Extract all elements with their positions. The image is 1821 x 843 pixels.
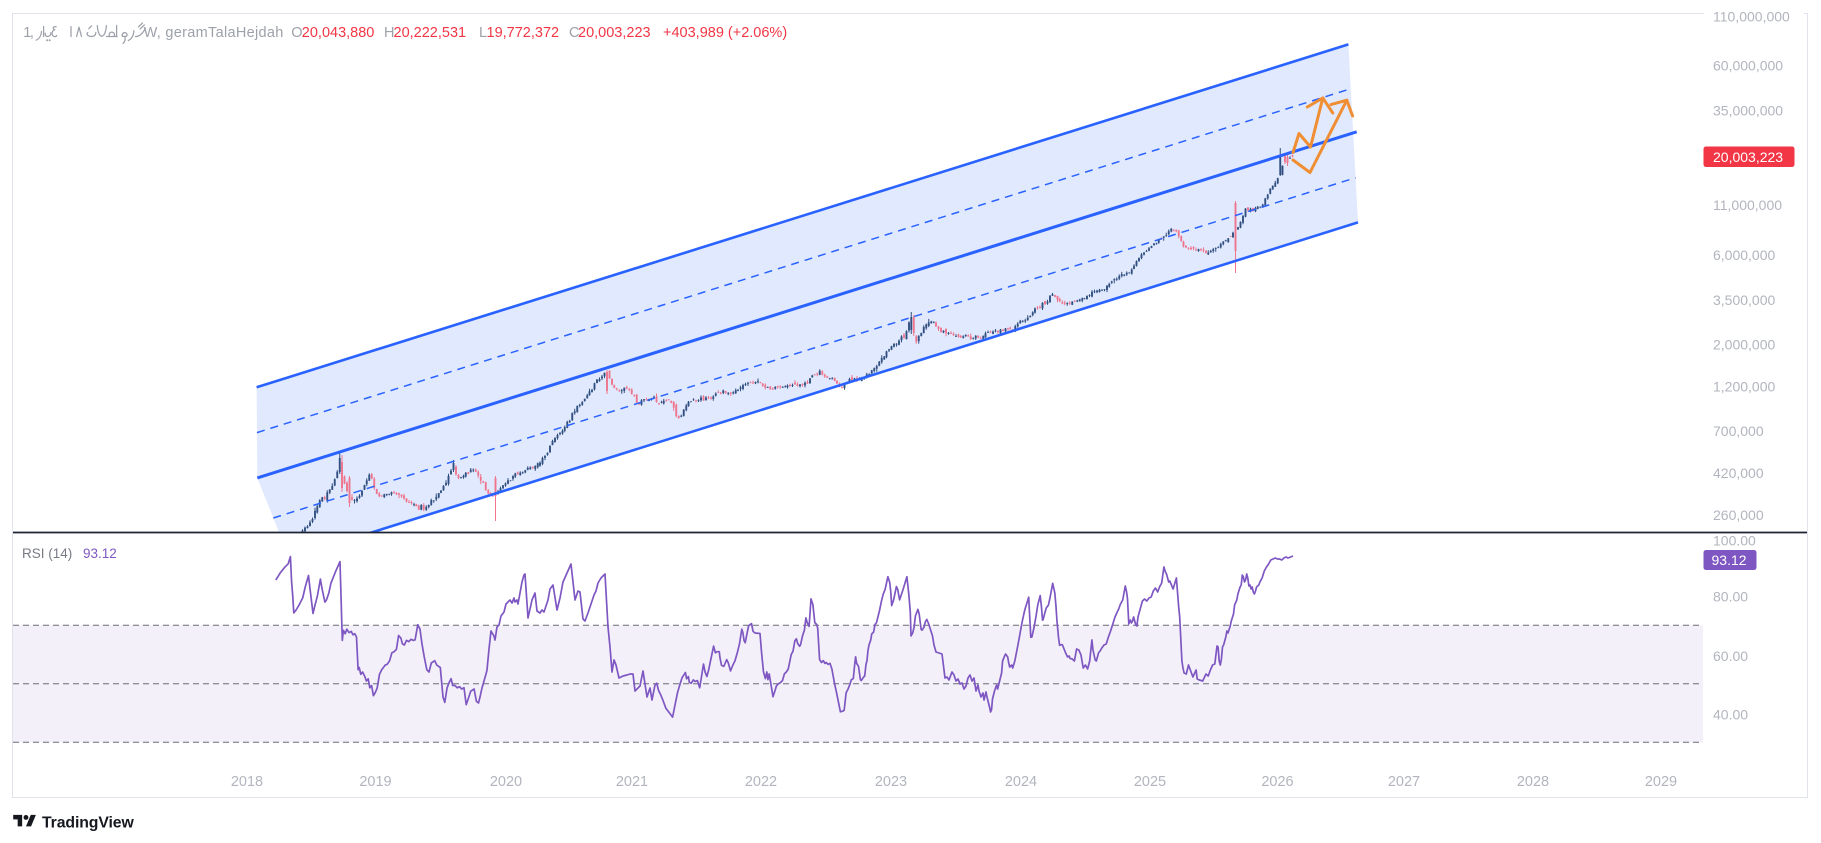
svg-text:C: C xyxy=(569,25,579,41)
svg-text:20,222,531: 20,222,531 xyxy=(394,25,467,41)
svg-text:2028: 2028 xyxy=(1517,774,1549,790)
svg-text:2018: 2018 xyxy=(231,774,263,790)
svg-text:2,000,000: 2,000,000 xyxy=(1713,337,1775,353)
svg-text:700,000: 700,000 xyxy=(1713,423,1764,439)
svg-text:60,000,000: 60,000,000 xyxy=(1713,58,1783,74)
svg-text:2023: 2023 xyxy=(875,774,907,790)
svg-text:40.00: 40.00 xyxy=(1713,707,1748,723)
svg-text:20,043,880: 20,043,880 xyxy=(302,25,375,41)
svg-text:6,000,000: 6,000,000 xyxy=(1713,247,1775,263)
svg-text:100.00: 100.00 xyxy=(1713,533,1756,549)
svg-text:420,000: 420,000 xyxy=(1713,465,1764,481)
svg-text:2029: 2029 xyxy=(1645,774,1677,790)
svg-text:60.00: 60.00 xyxy=(1713,648,1748,664)
svg-text:93.12: 93.12 xyxy=(1712,552,1747,568)
svg-text:110,000,000: 110,000,000 xyxy=(1713,9,1790,25)
svg-text:93.12: 93.12 xyxy=(83,546,117,561)
svg-text:H: H xyxy=(384,25,394,41)
svg-text:2024: 2024 xyxy=(1005,774,1037,790)
svg-text:2026: 2026 xyxy=(1261,774,1293,790)
svg-text:W, geramTalaHejdah: W, geramTalaHejdah xyxy=(144,25,284,41)
svg-text:1,200,000: 1,200,000 xyxy=(1713,379,1775,395)
svg-text:35,000,000: 35,000,000 xyxy=(1713,103,1783,119)
svg-text:2019: 2019 xyxy=(359,774,391,790)
svg-text:260,000: 260,000 xyxy=(1713,507,1764,523)
svg-text:O: O xyxy=(291,25,302,41)
svg-text:20,003,223: 20,003,223 xyxy=(578,25,651,41)
svg-text:TradingView: TradingView xyxy=(42,815,134,832)
svg-text:2027: 2027 xyxy=(1388,774,1420,790)
svg-text:2025: 2025 xyxy=(1134,774,1166,790)
svg-text:+403,989 (+2.06%): +403,989 (+2.06%) xyxy=(663,25,787,41)
svg-text:11,000,000: 11,000,000 xyxy=(1713,197,1782,213)
svg-text:20,003,223: 20,003,223 xyxy=(1713,149,1783,165)
svg-text:19,772,372: 19,772,372 xyxy=(487,25,560,41)
svg-text:1: 1 xyxy=(23,25,31,41)
svg-text:2021: 2021 xyxy=(616,774,648,790)
svg-text:,: , xyxy=(30,25,34,41)
svg-text:3,500,000: 3,500,000 xyxy=(1713,292,1775,308)
svg-text:2020: 2020 xyxy=(490,774,522,790)
svg-text:2022: 2022 xyxy=(745,774,777,790)
svg-text:L: L xyxy=(479,25,487,41)
svg-text:RSI (14): RSI (14) xyxy=(22,546,72,561)
svg-text:80.00: 80.00 xyxy=(1713,589,1748,605)
